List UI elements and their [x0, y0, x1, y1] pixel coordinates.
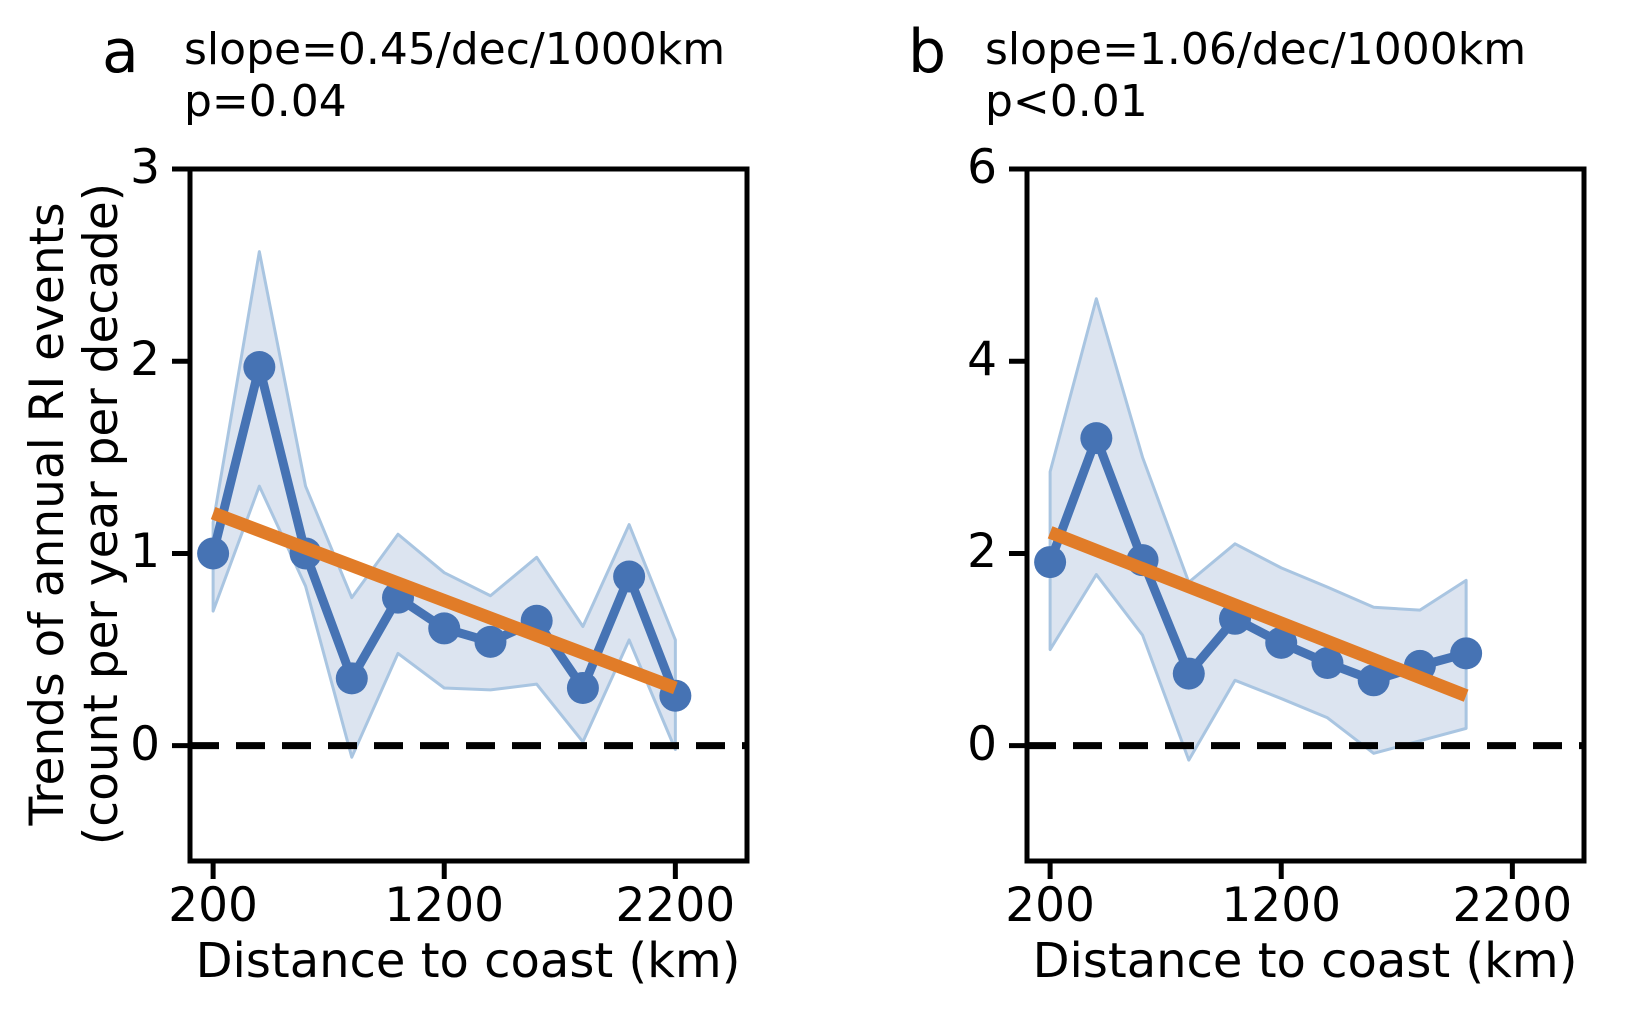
y-tick-label: 6 [967, 140, 997, 195]
data-point [566, 672, 599, 704]
y-axis-label: Trends of annual RI events (count per ye… [20, 134, 133, 894]
y-tick-label: 0 [130, 716, 160, 772]
data-point [474, 625, 507, 658]
data-point [243, 350, 276, 383]
panel-a-xaxis-label: Distance to coast (km) [195, 933, 741, 989]
y-tick-label: 0 [967, 716, 997, 772]
panel-b-letter: b [908, 17, 947, 87]
trend-line [1047, 526, 1469, 702]
data-point [335, 662, 368, 695]
y-tick-label: 4 [967, 332, 997, 388]
y-axis-label-line2: (count per year per decade) [74, 182, 129, 846]
x-tick-label: 2200 [615, 878, 736, 933]
panel-b-xaxis-label: Distance to coast (km) [1032, 933, 1578, 989]
x-tick-label: 200 [1005, 878, 1095, 933]
data-point [428, 612, 461, 645]
panel-a-title: slope=0.45/dec/1000km p=0.04 [184, 24, 725, 128]
y-axis-label-line1: Trends of annual RI events [20, 202, 75, 826]
data-point [1450, 637, 1483, 670]
x-tick-label: 2200 [1452, 878, 1573, 933]
data-point [613, 560, 646, 593]
axis-frame [187, 166, 750, 864]
data-point [1265, 626, 1298, 659]
panel-a-title-slope: slope=0.45/dec/1000km [184, 24, 726, 75]
panel-b-title-slope: slope=1.06/dec/1000km [985, 24, 1527, 75]
confidence-band [1048, 297, 1468, 762]
axis-frame [1024, 166, 1587, 864]
trend-line [210, 506, 678, 695]
confidence-band [211, 250, 677, 759]
y-tick-label: 3 [130, 140, 160, 195]
data-point [1357, 664, 1390, 697]
panel-a-letter: a [102, 17, 139, 87]
y-tick-label: 1 [130, 524, 160, 580]
data-point [1172, 657, 1205, 690]
x-tick-label: 200 [168, 878, 258, 933]
panel-a-title-pvalue: p=0.04 [184, 76, 347, 127]
data-point [1034, 546, 1067, 579]
y-tick-label: 2 [130, 332, 160, 388]
x-tick-label: 1200 [1221, 878, 1342, 933]
panel-b-title: slope=1.06/dec/1000km p<0.01 [985, 24, 1526, 128]
y-tick-label: 2 [967, 524, 997, 580]
data-point [1080, 422, 1113, 455]
x-tick-label: 1200 [384, 878, 505, 933]
data-point [197, 537, 230, 570]
data-point [1311, 647, 1344, 680]
panel-b-title-pvalue: p<0.01 [985, 76, 1148, 127]
